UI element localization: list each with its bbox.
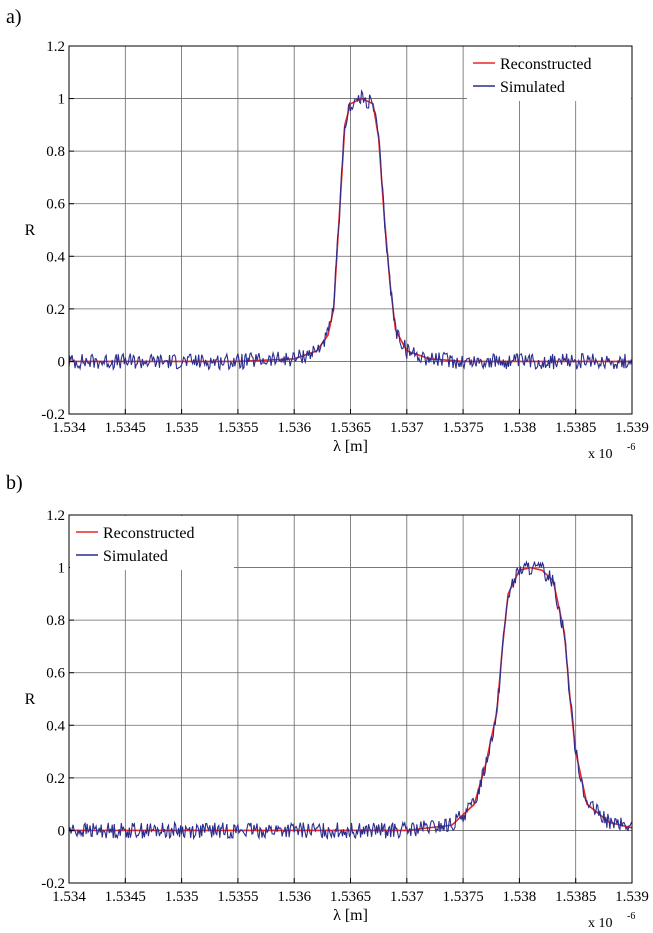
x-tick-label: 1.539 (615, 889, 649, 905)
y-tick-label: 1.2 (46, 508, 65, 524)
x-tick-label: 1.534 (52, 420, 86, 436)
y-tick-label: 0.4 (46, 249, 65, 265)
x-tick-label: 1.5345 (105, 420, 146, 436)
y-tick-label: 0 (58, 823, 66, 839)
series-line-simulated (68, 89, 633, 372)
y-tick-label: 0.2 (46, 302, 65, 318)
y-tick-label: 1 (58, 92, 66, 108)
y-tick-label: 0.8 (46, 613, 65, 629)
x-tick-label: 1.5375 (442, 889, 483, 905)
x-tick-label: 1.538 (503, 420, 537, 436)
x-tick-label: 1.5365 (330, 889, 371, 905)
x-tick-label: 1.539 (615, 420, 649, 436)
y-tick-label: 0.6 (46, 197, 65, 213)
y-tick-label: 0.4 (46, 718, 65, 734)
y-tick-label: 0.8 (46, 144, 65, 160)
y-tick-label: 0 (58, 354, 66, 370)
x-multiplier: x 10 (588, 447, 613, 462)
legend-box (70, 516, 234, 570)
x-axis-label: λ [m] (333, 438, 368, 455)
x-tick-label: 1.538 (503, 889, 537, 905)
legend-box (467, 47, 631, 101)
legend-label: Simulated (103, 548, 168, 565)
x-tick-label: 1.5375 (442, 420, 483, 436)
x-tick-label: 1.5385 (555, 889, 596, 905)
y-tick-label: 1.2 (46, 39, 65, 55)
y-axis-label: R (25, 222, 36, 239)
x-multiplier-exponent: -6 (627, 911, 635, 922)
y-tick-label: 0.6 (46, 666, 65, 682)
legend-label: Reconstructed (103, 525, 195, 542)
panel-b: b) 1.534 1.5345 1.535 1.5355 1.536 1.5365 1.53… (0, 466, 653, 933)
x-tick-label: 1.537 (390, 889, 424, 905)
legend-label: Reconstructed (500, 56, 592, 73)
x-tick-label: 1.5385 (555, 420, 596, 436)
y-tick-label: 0.2 (46, 771, 65, 787)
series-line-simulated (68, 560, 633, 841)
y-tick-label: 1 (58, 561, 66, 577)
x-tick-label: 1.5345 (105, 889, 146, 905)
panel-label: b) (6, 472, 23, 494)
x-tick-label: 1.5365 (330, 420, 371, 436)
x-multiplier-exponent: -6 (627, 442, 635, 453)
y-tick-label: -0.2 (41, 407, 65, 423)
x-tick-label: 1.535 (165, 420, 199, 436)
chart-b: 1.534 1.5345 1.535 1.5355 1.536 1.5365 1.537 1.… (25, 508, 649, 931)
x-tick-label: 1.5355 (217, 889, 258, 905)
y-tick-label: -0.2 (41, 876, 65, 892)
x-tick-label: 1.536 (277, 889, 311, 905)
panel-label: a) (6, 6, 22, 28)
x-tick-label: 1.5355 (217, 420, 258, 436)
x-tick-label: 1.535 (165, 889, 199, 905)
panel-a: a) 1.534 1.5345 1.535 1.5355 1.536 1.5365 1.53… (0, 0, 653, 466)
x-tick-label: 1.537 (390, 420, 424, 436)
x-multiplier: x 10 (588, 916, 613, 931)
legend-label: Simulated (500, 79, 565, 96)
chart-a: 1.534 1.5345 1.535 1.5355 1.536 1.5365 1.537 1.… (25, 39, 649, 462)
x-tick-label: 1.534 (52, 889, 86, 905)
y-axis-label: R (25, 691, 36, 708)
x-axis-label: λ [m] (333, 907, 368, 924)
x-tick-label: 1.536 (277, 420, 311, 436)
